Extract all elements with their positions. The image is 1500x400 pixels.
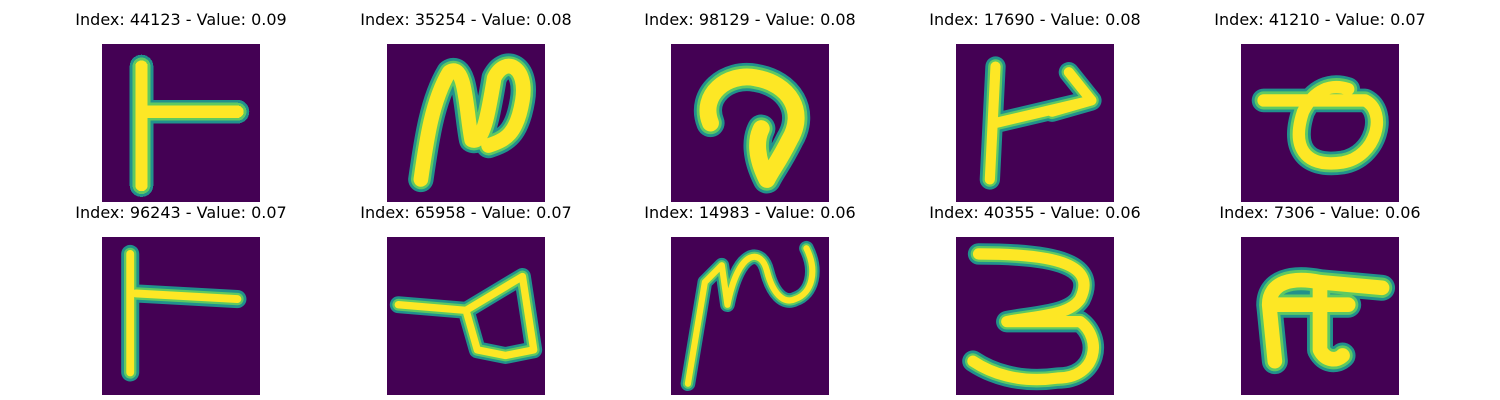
panel-title: Index: 35254 - Value: 0.08 bbox=[360, 10, 572, 29]
panel-image bbox=[387, 237, 545, 395]
panel-title: Index: 14983 - Value: 0.06 bbox=[644, 203, 856, 222]
panel-8: Index: 14983 - Value: 0.06 bbox=[644, 203, 856, 395]
panel-1: Index: 44123 - Value: 0.09 bbox=[75, 10, 287, 202]
panel-image bbox=[102, 237, 260, 395]
panel-2: Index: 35254 - Value: 0.08 bbox=[360, 10, 572, 202]
panel-title: Index: 44123 - Value: 0.09 bbox=[75, 10, 287, 29]
panel-image bbox=[671, 44, 829, 202]
panel-title: Index: 96243 - Value: 0.07 bbox=[75, 203, 287, 222]
panel-5: Index: 41210 - Value: 0.07 bbox=[1214, 10, 1426, 202]
panel-image bbox=[387, 44, 545, 202]
panel-title: Index: 7306 - Value: 0.06 bbox=[1219, 203, 1421, 222]
panel-image bbox=[1241, 44, 1399, 202]
panel-image bbox=[1241, 237, 1399, 395]
panel-10: Index: 7306 - Value: 0.06 bbox=[1219, 203, 1421, 395]
panel-title: Index: 98129 - Value: 0.08 bbox=[644, 10, 856, 29]
panel-9: Index: 40355 - Value: 0.06 bbox=[929, 203, 1141, 395]
panel-6: Index: 96243 - Value: 0.07 bbox=[75, 203, 287, 395]
panel-7: Index: 65958 - Value: 0.07 bbox=[360, 203, 572, 395]
panel-image bbox=[956, 237, 1114, 395]
panel-title: Index: 17690 - Value: 0.08 bbox=[929, 10, 1141, 29]
panel-image bbox=[956, 44, 1114, 202]
panel-3: Index: 98129 - Value: 0.08 bbox=[644, 10, 856, 202]
panel-image bbox=[671, 237, 829, 395]
panel-image bbox=[102, 44, 260, 202]
panel-4: Index: 17690 - Value: 0.08 bbox=[929, 10, 1141, 202]
panel-title: Index: 41210 - Value: 0.07 bbox=[1214, 10, 1426, 29]
panel-title: Index: 65958 - Value: 0.07 bbox=[360, 203, 572, 222]
panel-title: Index: 40355 - Value: 0.06 bbox=[929, 203, 1141, 222]
